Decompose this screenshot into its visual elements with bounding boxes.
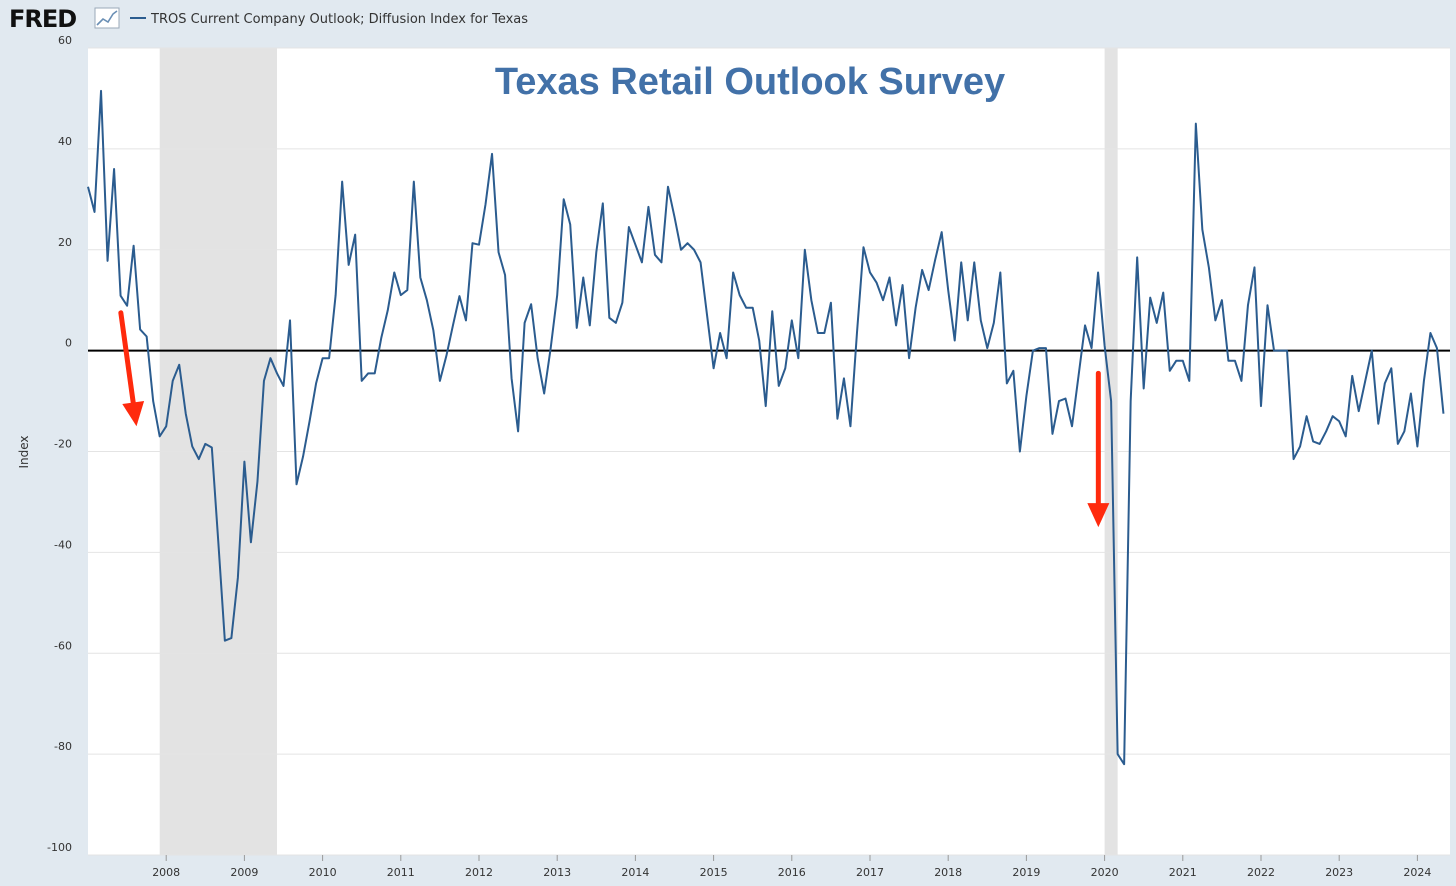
y-tick-label: -20 (54, 438, 72, 451)
y-tick-label: -100 (47, 841, 72, 854)
y-tick-label: 60 (58, 34, 72, 47)
legend-entry: TROS Current Company Outlook; Diffusion … (150, 12, 528, 27)
x-tick-label: 2008 (152, 866, 180, 879)
x-tick-label: 2023 (1325, 866, 1353, 879)
x-tick-label: 2012 (465, 866, 493, 879)
x-axis-ticks: 2008 2009 2010 2011 2012 2013 2014 2015 2016 2017… (152, 855, 1431, 879)
series-line (87, 89, 1445, 766)
y-tick-label: 0 (65, 337, 72, 350)
y-tick-label: -80 (54, 740, 72, 753)
gridlines (88, 47, 1450, 856)
y-tick-label: -60 (54, 639, 72, 652)
x-tick-label: 2020 (1091, 866, 1119, 879)
x-tick-label: 2024 (1403, 866, 1431, 879)
x-tick-label: 2018 (934, 866, 962, 879)
annotation-arrows (118, 310, 1110, 528)
x-tick-label: 2016 (778, 866, 806, 879)
y-tick-label: -40 (54, 538, 72, 551)
chart-annotation: Texas Retail Outlook Survey (495, 61, 1005, 103)
x-tick-label: 2017 (856, 866, 884, 879)
x-tick-label: 2019 (1012, 866, 1040, 879)
x-tick-label: 2021 (1169, 866, 1197, 879)
x-tick-label: 2013 (543, 866, 571, 879)
x-tick-label: 2011 (387, 866, 415, 879)
fred-logo-chart-icon (94, 7, 120, 29)
annotation-arrow-1 (1087, 370, 1110, 528)
y-tick-label: 20 (58, 236, 72, 249)
x-tick-label: 2014 (621, 866, 649, 879)
x-tick-label: 2015 (700, 866, 728, 879)
x-tick-label: 2022 (1247, 866, 1275, 879)
annotation-arrow-0 (118, 310, 145, 427)
chart-header: FRED TROS Current Company Outlook; Diffu… (9, 5, 528, 33)
y-axis-ticks: -100 -80 -60 -40 -20 0 20 40 60 (47, 34, 72, 854)
y-axis-label: Index (17, 435, 31, 468)
x-tick-label: 2009 (230, 866, 258, 879)
y-tick-label: 40 (58, 135, 72, 148)
fred-logo[interactable]: FRED (9, 5, 77, 33)
x-tick-label: 2010 (309, 866, 337, 879)
